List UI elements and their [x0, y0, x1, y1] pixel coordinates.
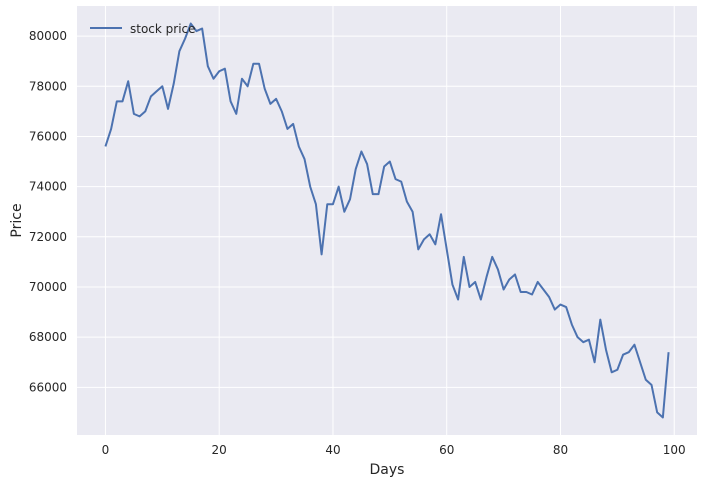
y-axis-label: Price [9, 203, 25, 237]
y-tick-label: 74000 [29, 180, 67, 194]
y-tick-label: 68000 [29, 330, 67, 344]
y-tick-label: 80000 [29, 29, 67, 43]
x-axis-label: Days [370, 462, 405, 478]
legend-entry-stock-price: stock price [130, 22, 196, 36]
y-tick-label: 66000 [29, 380, 67, 394]
y-tick-label: 78000 [29, 79, 67, 93]
x-tick-label: 80 [553, 443, 568, 457]
legend: stock price [90, 22, 196, 36]
x-tick-label: 40 [325, 443, 340, 457]
x-tick-label: 0 [102, 443, 110, 457]
plot-area [77, 6, 697, 435]
grid [77, 6, 697, 435]
y-tick-label: 72000 [29, 230, 67, 244]
series-layer [104, 22, 670, 419]
y-tick-label: 76000 [29, 129, 67, 143]
y-axis-ticks: 66000 68000 70000 72000 74000 76000 78000 80000 [29, 29, 67, 394]
x-tick-label: 20 [212, 443, 227, 457]
x-tick-label: 100 [663, 443, 686, 457]
y-tick-label: 70000 [29, 280, 67, 294]
x-tick-label: 60 [439, 443, 454, 457]
x-axis-ticks: 0 20 40 60 80 100 [102, 443, 686, 457]
series-line-stock-price [104, 22, 670, 419]
